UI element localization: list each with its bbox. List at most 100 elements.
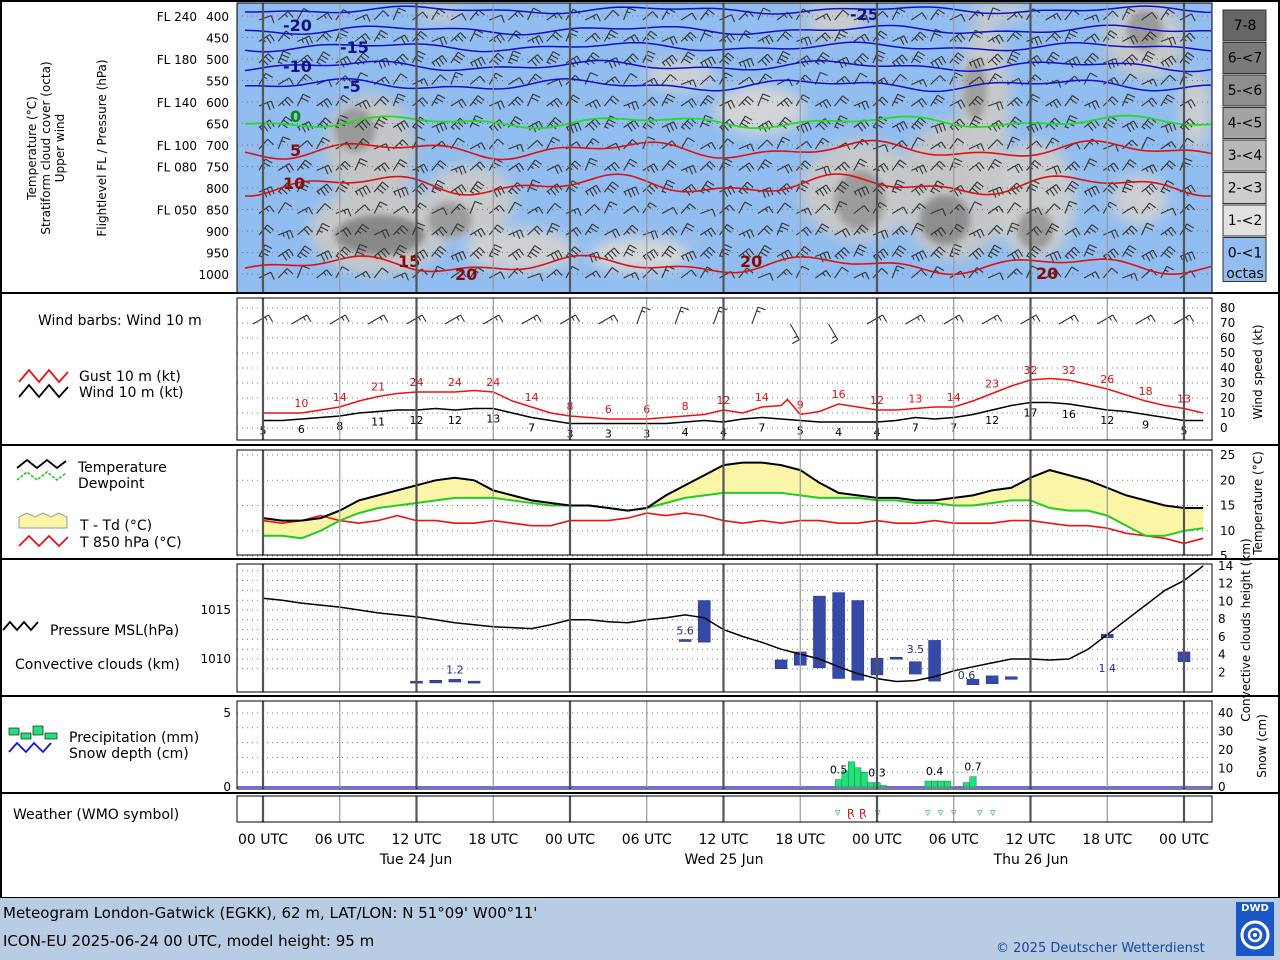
wind-barb: [1026, 207, 1043, 215]
spread-legend-icon: [18, 512, 68, 529]
wind-barb: [373, 95, 390, 107]
wind-barb: [680, 51, 696, 64]
shower-symbol: ▿: [925, 806, 931, 819]
wind-barb: [815, 13, 832, 21]
wind-barb: [680, 12, 697, 21]
wind-barb: [815, 251, 832, 263]
wind-barb: [604, 228, 621, 239]
wind-barb: [316, 269, 333, 279]
wind-barb: [431, 121, 448, 134]
pressure-level-label: 400: [206, 10, 229, 24]
gust-value-label: 6: [605, 403, 612, 416]
wind-barb: [373, 29, 388, 42]
wind-barb: [642, 77, 659, 86]
wind-barb: [277, 77, 294, 86]
wind-barb: [661, 226, 678, 236]
wind-barb: [911, 183, 927, 196]
gust-value-label: 24: [448, 376, 462, 389]
wind-barb: [623, 53, 639, 66]
wind-barb: [565, 207, 582, 217]
isotherm-line: [244, 139, 1212, 161]
wind-barb: [604, 247, 620, 260]
wind-barb: [296, 159, 312, 171]
wind-barb: [1141, 136, 1155, 150]
wind-barb: [1103, 229, 1119, 239]
wind-barb: [488, 72, 503, 85]
wind-barb: [661, 245, 677, 258]
wind-barb: [546, 117, 562, 130]
wind-barb: [392, 53, 409, 66]
wind-barb: [1179, 99, 1196, 109]
wind-barb: [469, 180, 485, 194]
convective-tick-label: 10: [1218, 594, 1233, 608]
wind-barb: [1102, 248, 1119, 261]
wind-barb: [1006, 222, 1020, 236]
wind-barb: [1045, 137, 1060, 150]
wind-barb: [392, 159, 408, 171]
wind-barb: [795, 55, 812, 68]
wind-barb: [297, 140, 313, 150]
wind-barb: [354, 223, 370, 236]
wind-value-label: 6: [298, 423, 305, 436]
wind-legend-label: Wind 10 m (kt): [79, 385, 184, 401]
wind-barb: [1102, 10, 1119, 21]
wind-barb: [699, 75, 716, 85]
cloud-legend-swatch: [1222, 74, 1267, 107]
wind-barb: [968, 162, 985, 172]
wind-barb: [565, 122, 582, 134]
wind-barb: [776, 97, 793, 107]
wind-barb: [546, 51, 561, 65]
wind-barb: [661, 159, 677, 171]
wind-barb: [796, 207, 812, 216]
wind-barb: [776, 163, 793, 174]
wind-barb: [469, 161, 486, 171]
wind-barb: [834, 181, 850, 194]
convective-value-label: 1.2: [446, 664, 464, 677]
wind-barb: [277, 202, 293, 214]
wind-barb: [719, 185, 736, 197]
wind-barb: [987, 53, 1004, 66]
snow-tick-label: 0: [1218, 780, 1226, 794]
cloud-legend-swatch: [1222, 107, 1267, 139]
gust-legend-icon: [18, 368, 69, 384]
wind-barb: [834, 95, 850, 107]
gust-value-label: 14: [755, 391, 769, 404]
pressure-legend-label: Pressure MSL(hPa): [50, 623, 179, 639]
upper-panel: -20 -15 -10 -5 -25 0 5 10 15 20 20 20 Te…: [25, 3, 1267, 293]
wind-barb: [373, 267, 389, 279]
t850-legend-label: T 850 hPa (°C): [79, 535, 182, 551]
wind-barb: [623, 272, 640, 281]
snow-axis-label: Snow (cm): [1255, 714, 1269, 778]
precip-legend-icon: [8, 727, 20, 736]
wind-barb: [738, 76, 755, 85]
cloud-legend-label: 4-<5: [1228, 116, 1263, 132]
cloud-legend-label: 7-8: [1234, 18, 1257, 34]
wind-barb: [1064, 56, 1081, 68]
time-tick-label: 06 UTC: [315, 832, 365, 848]
wind-barb: [834, 266, 849, 279]
wind-barb: [623, 205, 640, 214]
precipitation-bar: [854, 767, 862, 788]
wind-barb: [584, 99, 601, 109]
wind-barb: [891, 54, 908, 67]
wind-barb: [392, 7, 407, 21]
wind-barb: [450, 269, 467, 279]
time-tick-label: 00 UTC: [852, 832, 902, 848]
wind-barb: [527, 120, 544, 133]
wind-barb: [642, 230, 659, 240]
wind-barb: [1160, 160, 1176, 171]
wind-barb: [776, 31, 792, 42]
time-tick-label: 12 UTC: [1005, 832, 1055, 848]
wind-barb: [584, 137, 600, 150]
wind-barb: [930, 246, 946, 259]
pressure-level-label: 950: [206, 247, 229, 261]
wind-barb: [949, 99, 966, 110]
wind-barb: [604, 161, 620, 172]
precipitation-bar: [847, 761, 855, 788]
wind-barb: [489, 100, 505, 110]
wind-barb: [335, 266, 350, 279]
wind-tick-label: 0: [1220, 421, 1228, 435]
gust-value-label: 10: [294, 397, 308, 410]
wind-barb: [872, 144, 889, 153]
flight-level-label: FL 050: [157, 204, 197, 218]
